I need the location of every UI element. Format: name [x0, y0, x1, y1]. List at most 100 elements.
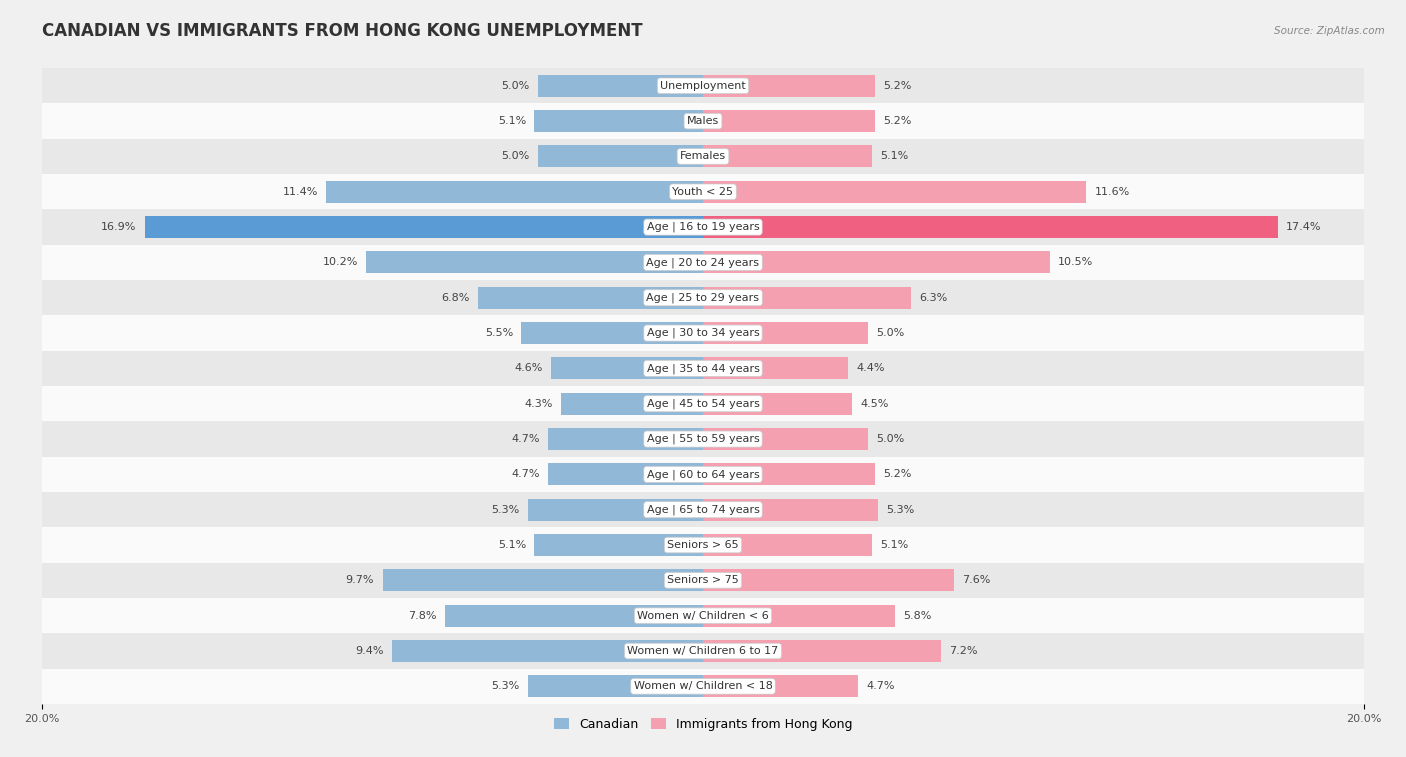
Text: Unemployment: Unemployment: [661, 81, 745, 91]
Bar: [446, 605, 703, 627]
Text: 17.4%: 17.4%: [1286, 222, 1322, 232]
Bar: [478, 287, 703, 309]
Bar: [703, 322, 868, 344]
Bar: [42, 562, 1364, 598]
Legend: Canadian, Immigrants from Hong Kong: Canadian, Immigrants from Hong Kong: [548, 713, 858, 736]
Text: 9.4%: 9.4%: [356, 646, 384, 656]
Bar: [703, 605, 894, 627]
Text: Age | 45 to 54 years: Age | 45 to 54 years: [647, 398, 759, 409]
Text: 5.3%: 5.3%: [491, 505, 520, 515]
Text: Age | 16 to 19 years: Age | 16 to 19 years: [647, 222, 759, 232]
Text: 9.7%: 9.7%: [346, 575, 374, 585]
Text: 5.2%: 5.2%: [883, 469, 911, 479]
Bar: [537, 75, 703, 97]
Bar: [392, 640, 703, 662]
Text: 4.7%: 4.7%: [510, 469, 540, 479]
Bar: [703, 463, 875, 485]
Text: 5.0%: 5.0%: [876, 328, 904, 338]
Bar: [551, 357, 703, 379]
Bar: [42, 350, 1364, 386]
Text: 11.4%: 11.4%: [283, 187, 318, 197]
Text: 4.7%: 4.7%: [866, 681, 896, 691]
Bar: [527, 499, 703, 521]
Text: Source: ZipAtlas.com: Source: ZipAtlas.com: [1274, 26, 1385, 36]
Bar: [703, 251, 1050, 273]
Bar: [548, 428, 703, 450]
Bar: [703, 640, 941, 662]
Text: 5.1%: 5.1%: [498, 116, 526, 126]
Text: Age | 55 to 59 years: Age | 55 to 59 years: [647, 434, 759, 444]
Bar: [42, 668, 1364, 704]
Text: 5.8%: 5.8%: [903, 611, 931, 621]
Text: 5.1%: 5.1%: [498, 540, 526, 550]
Bar: [42, 456, 1364, 492]
Bar: [537, 145, 703, 167]
Bar: [703, 111, 875, 132]
Text: Youth < 25: Youth < 25: [672, 187, 734, 197]
Bar: [703, 499, 879, 521]
Bar: [703, 181, 1087, 203]
Bar: [42, 492, 1364, 528]
Text: 4.4%: 4.4%: [856, 363, 886, 373]
Bar: [703, 569, 955, 591]
Bar: [382, 569, 703, 591]
Text: 5.0%: 5.0%: [876, 434, 904, 444]
Bar: [42, 422, 1364, 456]
Bar: [703, 287, 911, 309]
Bar: [703, 145, 872, 167]
Text: Women w/ Children < 18: Women w/ Children < 18: [634, 681, 772, 691]
Bar: [42, 528, 1364, 562]
Bar: [703, 428, 868, 450]
Text: 5.3%: 5.3%: [491, 681, 520, 691]
Text: 5.2%: 5.2%: [883, 116, 911, 126]
Text: 5.0%: 5.0%: [502, 151, 530, 161]
Bar: [145, 217, 703, 238]
Bar: [561, 393, 703, 415]
Bar: [42, 634, 1364, 668]
Bar: [366, 251, 703, 273]
Bar: [522, 322, 703, 344]
Bar: [534, 534, 703, 556]
Bar: [534, 111, 703, 132]
Text: 5.0%: 5.0%: [502, 81, 530, 91]
Text: Females: Females: [681, 151, 725, 161]
Bar: [42, 104, 1364, 139]
Text: 11.6%: 11.6%: [1094, 187, 1130, 197]
Bar: [703, 75, 875, 97]
Bar: [42, 280, 1364, 316]
Bar: [703, 357, 848, 379]
Text: 6.8%: 6.8%: [441, 293, 470, 303]
Text: 5.1%: 5.1%: [880, 151, 908, 161]
Text: CANADIAN VS IMMIGRANTS FROM HONG KONG UNEMPLOYMENT: CANADIAN VS IMMIGRANTS FROM HONG KONG UN…: [42, 22, 643, 40]
Bar: [703, 393, 852, 415]
Bar: [326, 181, 703, 203]
Text: 4.3%: 4.3%: [524, 399, 553, 409]
Text: Women w/ Children 6 to 17: Women w/ Children 6 to 17: [627, 646, 779, 656]
Bar: [42, 598, 1364, 634]
Bar: [42, 174, 1364, 210]
Text: Age | 25 to 29 years: Age | 25 to 29 years: [647, 292, 759, 303]
Text: 5.5%: 5.5%: [485, 328, 513, 338]
Bar: [703, 534, 872, 556]
Text: Age | 65 to 74 years: Age | 65 to 74 years: [647, 504, 759, 515]
Text: 10.5%: 10.5%: [1059, 257, 1094, 267]
Text: 5.1%: 5.1%: [880, 540, 908, 550]
Text: 5.2%: 5.2%: [883, 81, 911, 91]
Text: 7.8%: 7.8%: [409, 611, 437, 621]
Text: 5.3%: 5.3%: [886, 505, 915, 515]
Text: Males: Males: [688, 116, 718, 126]
Text: Seniors > 65: Seniors > 65: [668, 540, 738, 550]
Bar: [42, 386, 1364, 422]
Bar: [527, 675, 703, 697]
Text: 4.6%: 4.6%: [515, 363, 543, 373]
Text: Age | 30 to 34 years: Age | 30 to 34 years: [647, 328, 759, 338]
Bar: [703, 217, 1278, 238]
Bar: [42, 210, 1364, 245]
Bar: [42, 139, 1364, 174]
Text: 4.5%: 4.5%: [860, 399, 889, 409]
Text: Seniors > 75: Seniors > 75: [666, 575, 740, 585]
Bar: [548, 463, 703, 485]
Bar: [703, 675, 858, 697]
Text: 7.6%: 7.6%: [962, 575, 991, 585]
Bar: [42, 68, 1364, 104]
